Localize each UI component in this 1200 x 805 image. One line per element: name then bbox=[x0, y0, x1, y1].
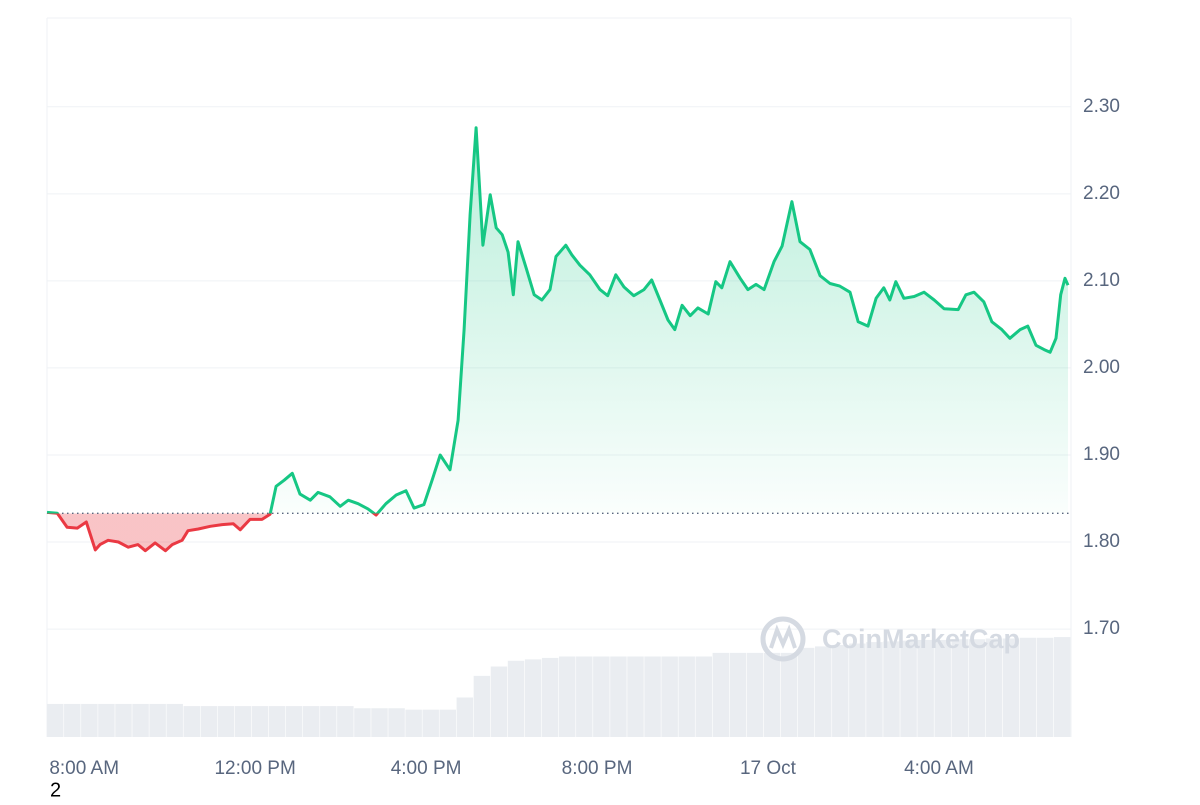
volume-bar bbox=[866, 642, 883, 737]
volume-bar bbox=[81, 703, 98, 737]
volume-bar bbox=[559, 656, 576, 737]
volume-bar bbox=[797, 647, 815, 737]
volume-bar bbox=[917, 639, 934, 737]
volume-bar bbox=[849, 643, 866, 737]
volume-bar bbox=[234, 706, 252, 737]
volume-bar bbox=[1002, 638, 1020, 737]
volume-bar bbox=[746, 652, 764, 737]
volume-bar bbox=[661, 656, 678, 737]
volume-bar bbox=[473, 675, 491, 737]
volume-bar bbox=[422, 709, 439, 737]
volume-bar bbox=[64, 703, 81, 737]
volume-bar bbox=[883, 641, 900, 737]
volume-bar bbox=[183, 706, 200, 737]
y-tick-label: 1.70 bbox=[1083, 618, 1120, 639]
x-tick-label: 4:00 PM bbox=[391, 758, 462, 779]
volume-bar bbox=[217, 706, 235, 737]
volume-bar bbox=[149, 703, 166, 737]
volume-bar bbox=[900, 640, 917, 737]
volume-bar bbox=[644, 656, 661, 737]
y-tick-label: 2.10 bbox=[1083, 270, 1120, 291]
y-tick-label: 2.00 bbox=[1083, 357, 1120, 378]
volume-bar bbox=[98, 703, 115, 737]
volume-bar bbox=[456, 697, 474, 737]
volume-bar bbox=[388, 708, 405, 737]
volume-bar bbox=[627, 656, 644, 737]
watermark: CoinMarketCap bbox=[760, 616, 1020, 662]
volume-bar bbox=[815, 646, 832, 737]
volume-bar bbox=[524, 659, 542, 737]
y-tick-label: 1.90 bbox=[1083, 444, 1120, 465]
volume-bar bbox=[200, 706, 218, 737]
watermark-logo-mark bbox=[769, 624, 797, 650]
corner-label: 2 bbox=[50, 779, 61, 800]
volume-bar bbox=[507, 660, 525, 737]
volume-bar bbox=[1019, 637, 1037, 737]
volume-bar bbox=[951, 639, 968, 737]
x-tick-label: 4:00 AM bbox=[904, 758, 974, 779]
volume-bar bbox=[576, 656, 593, 737]
volume-bar bbox=[285, 706, 303, 737]
volume-bar bbox=[251, 706, 269, 737]
y-tick-label: 1.80 bbox=[1083, 531, 1120, 552]
volume-bar bbox=[405, 709, 422, 737]
volume-bar bbox=[780, 652, 798, 737]
volume-bar bbox=[354, 708, 371, 737]
volume-bar bbox=[337, 706, 354, 737]
volume-bar bbox=[1053, 637, 1071, 737]
volume-bar bbox=[166, 703, 183, 737]
watermark-logo bbox=[760, 616, 806, 662]
x-tick-label: 12:00 PM bbox=[214, 758, 295, 779]
volume-bar bbox=[695, 656, 712, 737]
volume-bar bbox=[934, 639, 951, 737]
volume-bar bbox=[47, 703, 64, 737]
volume-bar bbox=[115, 703, 132, 737]
volume-bar bbox=[729, 652, 747, 737]
price-area bbox=[47, 127, 1068, 551]
x-tick-label: 8:00 PM bbox=[562, 758, 633, 779]
volume-bar bbox=[439, 709, 456, 737]
volume-bar bbox=[490, 666, 508, 737]
volume-bar bbox=[610, 656, 627, 737]
volume-bar bbox=[320, 706, 337, 737]
x-tick-label: 8:00 AM bbox=[49, 758, 119, 779]
volume-bar bbox=[303, 706, 320, 737]
watermark-text: CoinMarketCap bbox=[822, 624, 1020, 654]
price-line bbox=[46, 126, 1070, 553]
volume-bar bbox=[541, 657, 559, 737]
x-tick-label: 17 Oct bbox=[740, 758, 797, 779]
y-tick-label: 2.30 bbox=[1083, 96, 1120, 117]
volume-bar bbox=[763, 652, 781, 737]
volume-bar bbox=[968, 639, 986, 737]
volume-layer bbox=[46, 17, 1072, 737]
volume-bar bbox=[593, 656, 610, 737]
volume-bar bbox=[268, 706, 286, 737]
volume-bar bbox=[832, 644, 849, 737]
volume-bar bbox=[678, 656, 695, 737]
volume-bar bbox=[371, 708, 388, 737]
volume-bar bbox=[985, 638, 1003, 737]
volume-bar bbox=[1036, 637, 1054, 737]
y-tick-label: 2.20 bbox=[1083, 183, 1120, 204]
volume-bar bbox=[712, 652, 730, 737]
volume-bar bbox=[132, 703, 149, 737]
